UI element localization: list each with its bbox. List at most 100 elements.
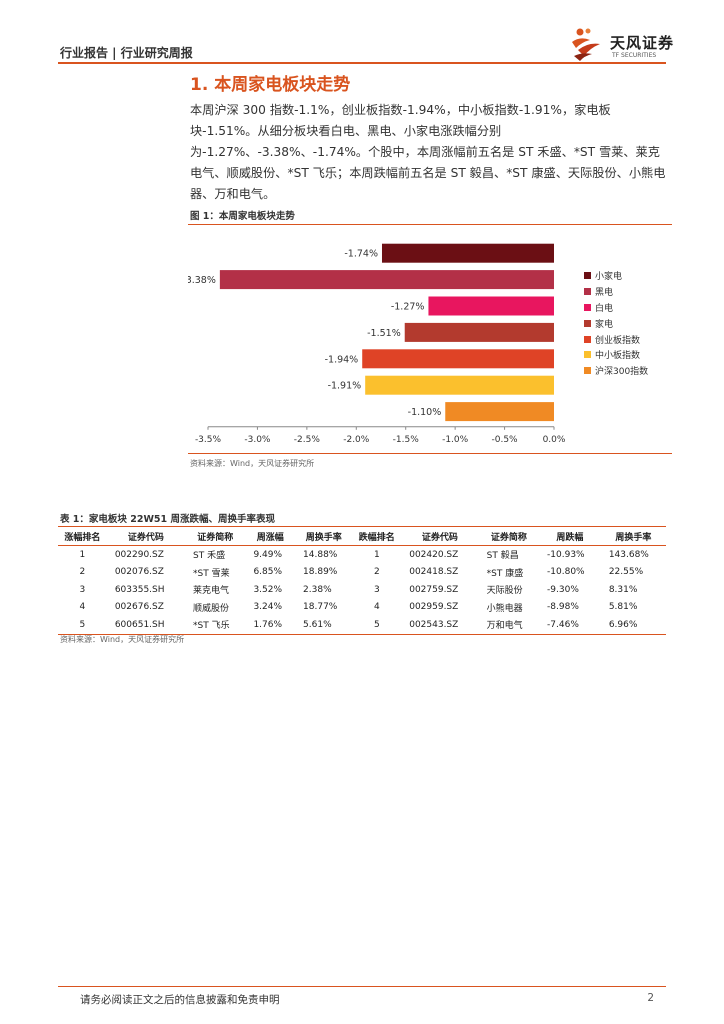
chart-legend: 小家电 黑电白电家电创业板指数中小板指数沪深300指数 [584,268,648,379]
table-cell: -9.30% [547,584,579,595]
figure-source: 资料来源：Wind，天风证券研究所 [190,459,315,468]
x-tick-label: -1.5% [393,435,420,445]
table-header-cell: 周跌幅 [539,526,601,546]
table-cell: -10.80% [547,567,585,578]
x-tick-label: -3.0% [244,435,271,445]
data-label-沪深300指数: -1.10% [408,407,442,418]
legend-item: 黑电 [584,284,648,300]
table-cell: 万和电气 [478,616,540,635]
section-title: 1. 本周家电板块走势 [190,75,351,95]
table-body: 1 002290.SZ ST 禾盛 9.49% 14.88% 1 002420.SZ ST 毅… [58,546,666,635]
table-cell: 22.55% [608,567,644,578]
legend-label: 家电 [595,319,614,330]
table-cell: 1 [373,549,380,560]
legend-item: 中小板指数 [584,347,648,363]
data-label-家电: -1.51% [367,328,401,339]
bar-家电 [404,322,554,342]
table-title: 表 1：家电板块 22W51 周涨跌幅、周换手率表现 [60,514,275,525]
table-cell: 3 [79,584,86,595]
legend-swatch [584,288,591,296]
legend-label: 沪深300指数 [595,367,649,378]
figure-bottom-rule [188,453,672,454]
table-cell: 顺威股份 [193,603,230,614]
data-label-小家电: -1.74% [344,249,378,260]
table-cell: 600651.SH [106,616,186,635]
table-header-cell: 跌幅排名 [352,526,402,546]
table-cell: 小熊电器 [486,603,523,614]
table-cell: 4 [79,602,86,613]
table-row: 4 002676.SZ 顺威股份 3.24% 18.77% 4 002959.SZ 小熊电器 -… [58,599,666,617]
legend-swatch [584,319,591,327]
table-cell: 莱克电气 [193,586,230,597]
table-cell: *ST 康盛 [486,568,524,579]
legend-swatch [584,272,591,280]
table-cell: 6.96% [600,616,666,635]
table-cell: 002418.SZ [409,567,459,578]
legend-swatch [584,335,591,343]
table-cell: 5 [352,616,402,635]
legend-label: 创业板指数 [595,335,641,346]
table-row: 2 002076.SZ *ST 雪莱 6.85% 18.89% 2 002418.SZ *ST… [58,564,666,582]
legend-item: 白电 [584,300,648,316]
table-cell: 1 [79,549,86,560]
performance-table: 涨幅排名 证券代码 证券简称 周涨幅 周换手率 跌幅排名 证券代码 证券简称 周跌幅 周换手率 1… [58,526,666,635]
report-category: 行业报告 | 行业研究周报 [60,46,193,60]
table-cell: 8.31% [608,584,638,595]
x-tick-label: 0.0% [543,435,566,445]
legend-label: 中小板指数 [595,351,641,362]
x-tick-label: -3.5% [195,435,222,445]
legend-item: 家电 [584,315,648,331]
table-header-cell: 证券代码 [401,526,479,546]
table-row: 3 603355.SH 莱克电气 3.52% 2.38% 3 002759.SZ 天际股份 -9… [58,581,666,599]
table-cell: 6.85% [253,567,283,578]
table-cell: 5.61% [295,616,353,635]
table-cell: 002543.SZ [401,616,479,635]
section-paragraph: 本周沪深 300 指数-1.1%，创业板指数-1.94%，中小板指数-1.91%… [190,103,666,201]
table-header-cell: 证券简称 [478,526,540,546]
table-cell: -7.46% [539,616,601,635]
bar-中小板指数 [365,375,554,395]
legend-swatch [584,351,591,359]
table-cell: 2 [373,567,380,578]
table-cell: 3 [373,584,380,595]
table-cell: ST 毅昌 [486,551,519,562]
legend-label: 白电 [595,303,614,314]
page-number: 2 [647,992,654,1004]
table-cell: 002959.SZ [409,602,459,613]
bar-沪深300指数 [445,402,554,422]
table-cell: 18.77% [303,602,338,613]
bar-chart: -1.74% -3.38% -1.27% -1.51% -1.94% -1.91% -1.1… [188,243,566,445]
table-cell: 3.52% [253,584,283,595]
table-cell: 143.68% [608,549,649,560]
table-cell: 天际股份 [486,586,523,597]
figure-title: 图 1：本周家电板块走势 [190,211,295,222]
logo-text-en: TF SECURITIES [612,52,657,59]
table-header-row: 涨幅排名 证券代码 证券简称 周涨幅 周换手率 跌幅排名 证券代码 证券简称 周跌幅 周换手率 [58,526,666,546]
table-cell: 1.76% [245,616,296,635]
bar-创业板指数 [362,349,554,369]
legend-swatch [584,303,591,311]
data-label-中小板指数: -1.91% [328,381,362,392]
legend-item: 小家电 [584,268,648,284]
table-cell: 5 [58,616,107,635]
table-cell: *ST 雪莱 [193,568,230,579]
footer-divider [58,986,666,987]
table-cell: 2.38% [303,584,332,595]
table-cell: 002759.SZ [409,584,459,595]
table-row: 1 002290.SZ ST 禾盛 9.49% 14.88% 1 002420.SZ ST 毅… [58,546,666,564]
table-header-cell: 周换手率 [295,526,353,546]
table-header-cell: 周换手率 [600,526,666,546]
table-cell: 002676.SZ [114,602,164,613]
table-cell: 18.89% [303,567,338,578]
table-header-cell: 涨幅排名 [58,526,107,546]
table-cell: 002290.SZ [114,549,164,560]
x-tick-label: -1.0% [442,435,469,445]
table-cell: 5.81% [608,602,638,613]
x-tick-label: -0.5% [492,435,519,445]
table-cell: -8.98% [547,602,579,613]
table-cell: ST 禾盛 [193,551,226,562]
company-logo: 天风证券 TF SECURITIES [568,26,678,62]
table-cell: 603355.SH [114,584,165,595]
data-label-黑电: -3.38% [188,275,216,286]
figure-top-rule [188,224,672,225]
